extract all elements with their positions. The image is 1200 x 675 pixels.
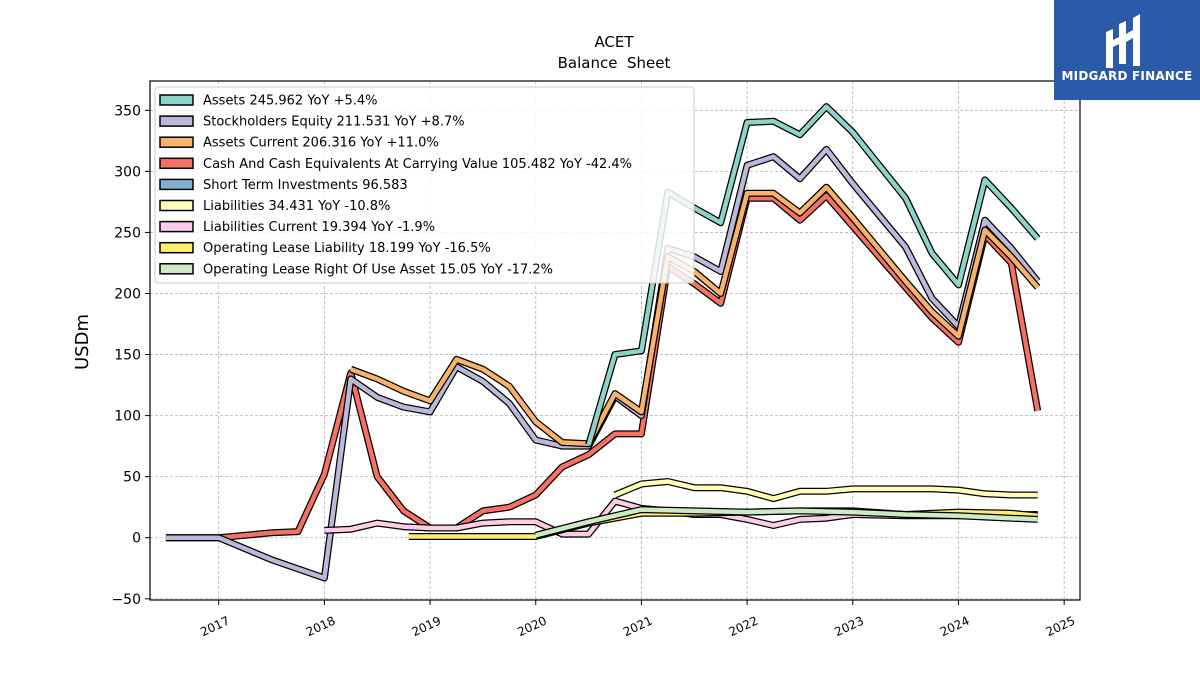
- series-line-liabilities: [614, 479, 1038, 501]
- brand-logo: MIDGARD FINANCE: [1054, 0, 1200, 100]
- y-tick-label: 150: [114, 348, 141, 364]
- legend: Assets 245.962 YoY +5.4% Stockholders Equ…: [154, 86, 695, 284]
- y-tick-label: 250: [114, 225, 141, 241]
- series-line-operating-lease-right-of-use-asset: [535, 507, 1038, 538]
- midgard-m-logo-icon: [1106, 14, 1140, 68]
- legend-label-liabilities: Liabilities 34.431 YoY -10.8%: [203, 199, 390, 214]
- legend-swatch-short-term-investments: [159, 178, 194, 191]
- legend-label-cash-and-cash-equivalents-at-carrying-value: Cash And Cash Equivalents At Carrying Va…: [203, 157, 632, 172]
- series-line-liabilities-current: [324, 498, 1038, 537]
- x-tick-label: 2021: [621, 614, 655, 640]
- y-tick-label: 0: [132, 531, 141, 547]
- legend-swatch-liabilities: [159, 199, 194, 212]
- legend-label-operating-lease-right-of-use-asset: Operating Lease Right Of Use Asset 15.05…: [203, 262, 553, 277]
- plot-frame: [149, 80, 1081, 601]
- x-tick-label: 2020: [515, 614, 549, 640]
- legend-swatch-assets: [159, 94, 194, 106]
- chart-subtitle: Balance Sheet: [558, 54, 671, 72]
- series-lines: [165, 103, 1042, 582]
- x-tick-label: 2019: [410, 614, 444, 640]
- y-tick-label: 300: [114, 164, 141, 180]
- legend-label-stockholders-equity: Stockholders Equity 211.531 YoY +8.7%: [203, 115, 465, 130]
- y-axis-label: USDm: [72, 314, 93, 370]
- x-tick-label: 2024: [938, 614, 972, 640]
- legend-swatch-operating-lease-liability: [159, 241, 194, 254]
- x-tick-label: 2022: [727, 614, 761, 640]
- legend-label-operating-lease-liability: Operating Lease Liability 18.199 YoY -16…: [203, 241, 491, 256]
- y-tick-label: 50: [123, 470, 141, 486]
- legend-swatch-liabilities-current: [159, 220, 194, 233]
- x-tick-label: 2025: [1044, 614, 1078, 640]
- x-tick-label: 2018: [304, 614, 338, 640]
- chart-title: ACET: [594, 33, 634, 51]
- legend-label-short-term-investments: Short Term Investments 96.583: [203, 178, 408, 193]
- y-tick-label: 100: [114, 409, 141, 425]
- logo-text: MIDGARD FINANCE: [1061, 69, 1193, 83]
- legend-swatch-cash-and-cash-equivalents-at-carrying-value: [159, 157, 194, 170]
- y-tick-label: 350: [114, 103, 141, 119]
- legend-label-liabilities-current: Liabilities Current 19.394 YoY -1.9%: [203, 220, 435, 235]
- y-tick-label: 200: [114, 286, 141, 302]
- legend-swatch-assets-current: [159, 136, 194, 148]
- legend-swatch-operating-lease-right-of-use-asset: [159, 263, 194, 275]
- legend-swatch-stockholders-equity: [159, 115, 194, 127]
- x-tick-label: 2017: [198, 614, 232, 640]
- y-tick-label: −50: [111, 592, 141, 608]
- x-tick-label: 2023: [832, 614, 866, 640]
- legend-label-assets-current: Assets Current 206.316 YoY +11.0%: [203, 136, 439, 151]
- legend-box: [154, 86, 695, 284]
- legend-label-assets: Assets 245.962 YoY +5.4%: [203, 94, 378, 109]
